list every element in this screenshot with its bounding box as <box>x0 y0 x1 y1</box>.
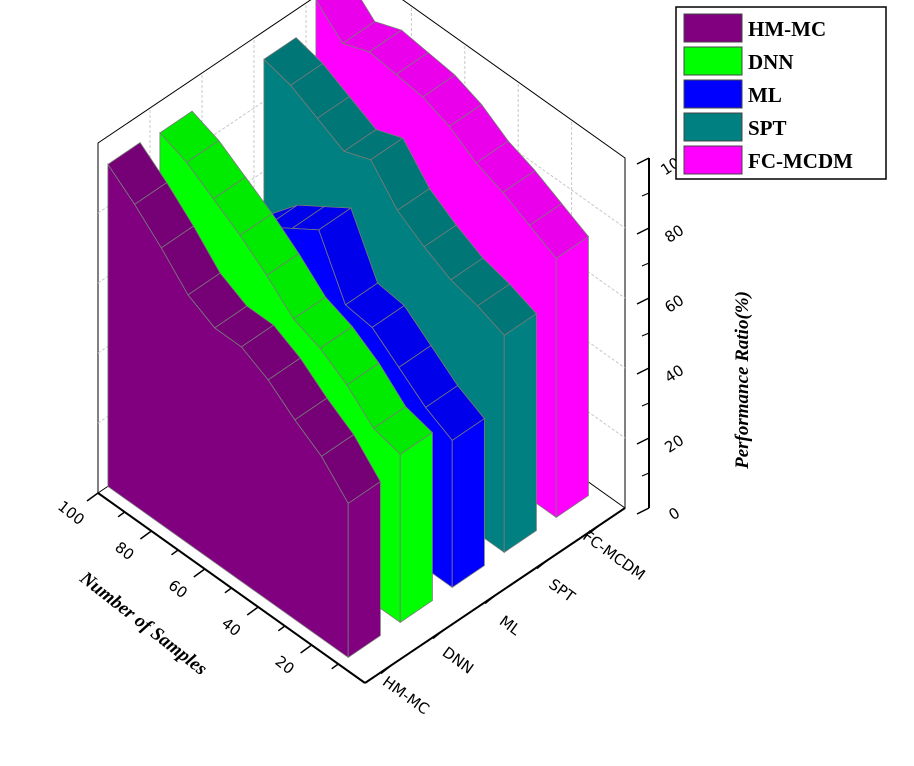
z-tick-label: 20 <box>661 431 687 456</box>
x-tick <box>277 625 286 632</box>
z-tick <box>636 297 650 305</box>
z-tick <box>636 157 650 165</box>
x-tick-label: 60 <box>165 576 191 602</box>
legend-swatch-spt <box>683 112 743 142</box>
legend-swatch-fc-mcdm <box>683 145 743 175</box>
ribbon-layer <box>107 0 589 659</box>
legend: HM-MC DNN ML SPT FC-MCDM <box>675 6 887 180</box>
z-minor-tick <box>641 472 650 477</box>
category-tick-label: DNN <box>439 643 477 678</box>
x-tick-label: 100 <box>54 497 88 529</box>
x-tick <box>246 606 259 616</box>
z-minor-tick <box>641 332 650 337</box>
ribbon-hm-mc <box>107 142 381 659</box>
z-axis-title: Performance Ratio(%) <box>732 291 753 470</box>
category-tick-label: SPT <box>545 575 579 606</box>
category-tick <box>484 594 496 605</box>
x-axis-title: Number of Samples <box>75 567 211 680</box>
x-tick <box>193 568 206 578</box>
x-tick-label: 20 <box>272 652 298 678</box>
x-tick <box>331 663 339 670</box>
ribbon-end-cap <box>451 417 485 589</box>
z-gridline <box>97 37 626 229</box>
category-tick <box>588 524 600 535</box>
category-tick-label: HM-MC <box>379 673 433 719</box>
z-tick-label: 80 <box>661 221 687 246</box>
legend-swatch-hm-mc <box>683 13 743 43</box>
ribbon-end-cap <box>347 480 381 659</box>
ribbon-end-cap <box>555 235 589 519</box>
category-tick-label: ML <box>496 612 524 639</box>
legend-label-dnn: DNN <box>748 50 794 74</box>
z-tick <box>636 227 650 235</box>
x-tick-label: 40 <box>218 614 244 640</box>
legend-swatch-ml <box>683 79 743 109</box>
category-tick <box>536 559 548 570</box>
z-tick <box>636 367 650 375</box>
z-tick-label: 40 <box>661 361 687 386</box>
category-tick <box>432 629 444 640</box>
z-tick <box>636 507 650 515</box>
x-tick <box>86 492 99 502</box>
x-tick-label: 80 <box>111 538 137 564</box>
x-tick <box>117 511 126 518</box>
ribbon-side-face <box>107 163 349 659</box>
legend-label-spt: SPT <box>748 116 787 140</box>
category-tick-label: FC-MCDM <box>579 527 648 584</box>
z-minor-tick <box>641 192 650 197</box>
x-tick <box>139 530 152 540</box>
category-tick <box>380 664 392 675</box>
legend-label-fc-mcdm: FC-MCDM <box>748 149 853 173</box>
x-tick <box>171 549 179 556</box>
z-minor-tick <box>641 402 650 407</box>
legend-label-hm-mc: HM-MC <box>748 17 826 41</box>
x-tick <box>224 587 232 594</box>
z-minor-tick <box>641 262 650 267</box>
legend-swatch-dnn <box>683 46 743 76</box>
ribbon-end-cap <box>503 312 537 554</box>
x-tick <box>300 644 313 654</box>
z-tick-label: 60 <box>661 291 687 316</box>
legend-label-ml: ML <box>748 83 782 107</box>
ribbon-end-cap <box>399 431 433 624</box>
z-tick <box>636 437 650 445</box>
z-tick-label: 0 <box>665 504 683 524</box>
